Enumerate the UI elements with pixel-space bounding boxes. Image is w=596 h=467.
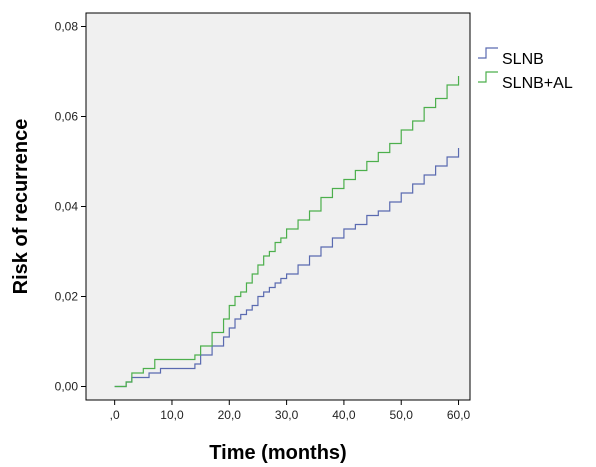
x-tick-label: ,0 — [110, 408, 120, 422]
series-line-2 — [114, 76, 460, 388]
x-tick-label: 40,0 — [332, 408, 356, 422]
x-axis-label: Time (months) — [209, 442, 346, 464]
x-tick-label: 30,0 — [275, 408, 299, 422]
y-tick-label: 0,00 — [55, 380, 79, 394]
x-tick-label: 20,0 — [218, 408, 242, 422]
x-tick-label: 50,0 — [390, 408, 414, 422]
y-axis: 0,00 0,02 0,04 0,06 0,08 — [55, 20, 86, 394]
y-axis-label: Risk of recurrence — [10, 119, 32, 295]
x-tick-label: 60,0 — [447, 408, 471, 422]
x-tick-label: 10,0 — [160, 408, 184, 422]
series-line-1 — [114, 148, 460, 388]
legend-label: SLNB+AL — [502, 75, 573, 92]
legend: SLNB SLNB+AL — [478, 47, 573, 92]
plot-area — [85, 12, 471, 401]
x-axis: ,0 10,0 20,0 30,0 40,0 50,0 60,0 — [110, 400, 471, 422]
y-tick-label: 0,06 — [55, 110, 79, 124]
legend-swatch — [478, 71, 498, 83]
y-tick-label: 0,04 — [55, 200, 79, 214]
legend-swatch — [478, 47, 498, 59]
y-tick-label: 0,08 — [55, 20, 79, 34]
y-tick-label: 0,02 — [55, 290, 79, 304]
series-layer — [114, 76, 460, 388]
legend-label: SLNB — [502, 51, 544, 68]
